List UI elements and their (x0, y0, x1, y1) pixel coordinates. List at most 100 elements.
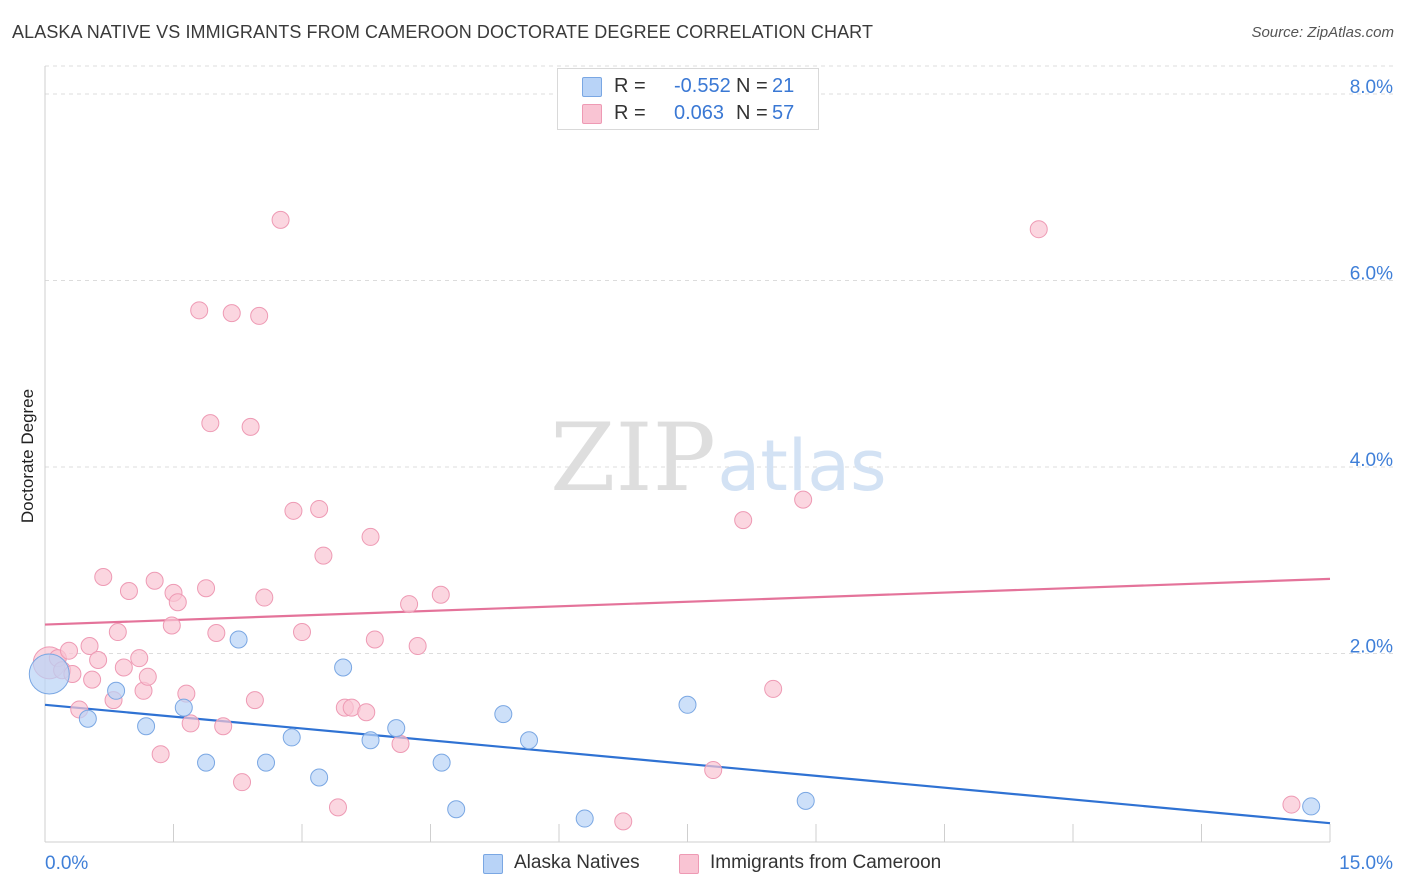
cameroon-point (357, 703, 376, 722)
cameroon-point (89, 651, 108, 670)
cameroon-point (94, 568, 113, 587)
cameroon-point (201, 414, 220, 433)
alaska-native-point (257, 753, 276, 772)
n-value: 21 (772, 75, 795, 97)
alaska-native-point (28, 653, 70, 695)
r-value: -0.552 (674, 75, 731, 97)
cameroon-point (764, 679, 783, 698)
cameroon-point (80, 637, 99, 656)
n-value: 57 (772, 102, 795, 124)
x-tick-label: 0.0% (45, 853, 88, 874)
cameroon-point (704, 761, 723, 780)
watermark-zip: ZIP (550, 404, 716, 513)
alaska-native-point (137, 717, 156, 736)
y-tick-label: 2.0% (1350, 636, 1393, 657)
alaska-native-point (678, 695, 697, 714)
legend-label: Immigrants from Cameroon (710, 852, 942, 873)
cameroon-point (365, 630, 384, 649)
n-label: N = (736, 75, 768, 97)
cameroon-point (1029, 220, 1048, 239)
alaska-native-point (387, 719, 406, 738)
n-label: N = (736, 102, 768, 124)
cameroon-point (794, 490, 813, 509)
cameroon-point (271, 210, 290, 229)
cameroon-point (130, 649, 149, 668)
y-tick-label: 8.0% (1350, 77, 1393, 98)
x-tick-label: 15.0% (1339, 853, 1393, 874)
r-label: R = (614, 102, 646, 124)
alaska-native-point (78, 709, 97, 728)
cameroon-point (408, 637, 427, 656)
cameroon-point (328, 798, 347, 817)
alaska-native-point (197, 753, 216, 772)
cameroon-point (83, 670, 102, 689)
r-label: R = (614, 75, 646, 97)
cameroon-point (59, 641, 78, 660)
alaska-native-point (494, 705, 513, 724)
legend-swatch-blue (582, 77, 602, 97)
cameroon-point (255, 588, 274, 607)
cameroon-point (197, 579, 216, 598)
y-tick-label: 6.0% (1350, 263, 1393, 284)
cameroon-point (391, 734, 410, 753)
alaska-native-point (575, 809, 594, 828)
alaska-native-trend-line (44, 703, 1331, 825)
r-value: 0.063 (674, 102, 725, 124)
cameroon-point (168, 593, 187, 612)
y-tick-label: 4.0% (1350, 450, 1393, 471)
cameroon-point (138, 667, 157, 686)
cameroon-point (250, 306, 269, 325)
cameroon-point (145, 571, 164, 590)
cameroon-point (314, 546, 333, 565)
axes (44, 66, 1331, 843)
cameroon-point (361, 527, 380, 546)
alaska-native-point (447, 800, 466, 819)
trend-lines (44, 577, 1331, 825)
alaska-native-point (796, 791, 815, 810)
cameroon-point (284, 501, 303, 520)
legend-swatch-pink (582, 104, 602, 124)
source-credit: Source: ZipAtlas.com (1251, 24, 1394, 41)
correlation-legend: R = -0.552 N = 21 R = 0.063 N = 57 (557, 68, 819, 130)
cameroon-point (245, 691, 264, 710)
alaska-native-point (107, 681, 126, 700)
alaska-native-point (334, 658, 353, 677)
cameroon-point (400, 595, 419, 614)
cameroon-point (293, 623, 311, 642)
cameroon-point (214, 717, 233, 736)
tick-labels: 2.0% 4.0% 6.0% 8.0% 0.0% 15.0% (45, 77, 1393, 874)
alaska-native-point (310, 768, 329, 787)
cameroon-point (222, 304, 241, 323)
legend-swatch-pink (679, 854, 699, 874)
alaska-native-point (282, 728, 301, 747)
cameroon-point (233, 773, 252, 792)
cameroon-point (119, 582, 138, 601)
cameroon-point (190, 301, 209, 320)
data-points (28, 210, 1321, 831)
alaska-native-point (174, 698, 193, 717)
gridlines (45, 65, 1393, 654)
cameroon-point (162, 616, 181, 635)
alaska-native-point (1302, 797, 1321, 816)
legend-swatch-blue (483, 854, 503, 874)
alaska-native-point (520, 731, 539, 750)
cameroon-point (114, 658, 133, 677)
chart-title: ALASKA NATIVE VS IMMIGRANTS FROM CAMEROO… (12, 22, 874, 42)
series-legend: Alaska Natives Immigrants from Cameroon (0, 852, 1406, 878)
cameroon-point (1282, 795, 1301, 814)
cameroon-point (108, 623, 127, 642)
cameroon-point (734, 511, 753, 530)
cameroon-point (151, 745, 170, 764)
cameroon-point (614, 812, 633, 831)
cameroon-point (431, 585, 450, 604)
cameroon-point (207, 623, 226, 642)
cameroon-point (181, 714, 200, 733)
cameroon-trend-line (44, 577, 1331, 626)
alaska-native-point (432, 753, 451, 772)
cameroon-point (310, 499, 329, 518)
alaska-native-point (361, 731, 380, 750)
alaska-native-point (229, 630, 248, 649)
cameroon-point (241, 417, 260, 436)
legend-label: Alaska Natives (514, 852, 640, 873)
